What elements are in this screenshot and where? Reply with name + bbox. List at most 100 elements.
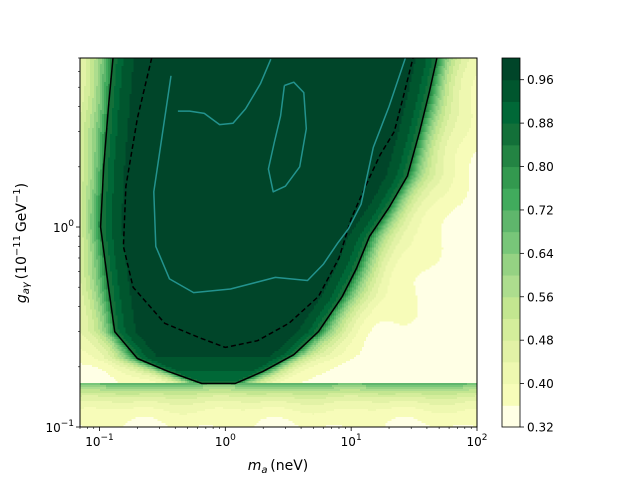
contour-cell	[101, 207, 107, 211]
contour-cell	[473, 83, 477, 87]
contour-cell	[99, 81, 103, 85]
contour-cell	[127, 119, 403, 123]
contour-cell	[369, 291, 379, 294]
contour-cell	[369, 259, 373, 263]
contour-cell	[441, 229, 477, 233]
contour-cell	[117, 279, 129, 282]
contour-cell	[276, 367, 280, 370]
contour-cell	[451, 61, 456, 65]
contour-cell	[320, 339, 325, 342]
contour-cell	[417, 315, 477, 318]
contour-cell	[453, 209, 477, 213]
contour-cell	[103, 303, 107, 306]
contour-cell	[379, 259, 385, 263]
contour-cell	[423, 173, 430, 177]
contour-cell	[359, 307, 367, 310]
contour-cell	[433, 137, 438, 141]
colorbar-swatch	[502, 231, 520, 254]
contour-cell	[109, 319, 113, 322]
contour-cell	[445, 93, 450, 97]
contour-cell	[389, 165, 401, 169]
contour-cell	[403, 189, 407, 193]
contour-cell	[80, 371, 107, 374]
contour-cell	[81, 199, 87, 203]
contour-cell	[167, 377, 172, 380]
contour-cell	[417, 311, 477, 314]
contour-cell	[91, 167, 95, 171]
contour-cell	[101, 273, 105, 277]
contour-cell	[463, 73, 477, 77]
contour-cell	[445, 147, 458, 151]
contour-cell	[417, 97, 424, 101]
contour-cell	[133, 401, 159, 404]
contour-cell	[349, 255, 359, 259]
contour-cell	[93, 199, 97, 203]
contour-cell	[280, 347, 292, 350]
contour-cell	[328, 329, 331, 332]
contour-cell	[359, 259, 363, 263]
contour-cell	[80, 69, 87, 73]
contour-cell	[246, 379, 250, 382]
contour-cell	[385, 211, 389, 215]
contour-cell	[300, 403, 325, 406]
contour-cell	[435, 169, 444, 173]
contour-cell	[431, 113, 434, 117]
contour-cell	[80, 279, 87, 282]
contour-cell	[97, 203, 101, 207]
contour-cell	[387, 167, 401, 171]
contour-cell	[123, 58, 135, 61]
contour-cell	[387, 289, 417, 292]
contour-cell	[115, 309, 123, 312]
contour-cell	[113, 97, 121, 101]
contour-cell	[405, 103, 417, 107]
contour-cell	[80, 409, 164, 412]
contour-cell	[361, 231, 369, 235]
contour-cell	[431, 141, 436, 145]
contour-cell	[93, 85, 97, 89]
contour-cell	[355, 355, 477, 358]
contour-cell	[445, 129, 454, 133]
contour-cell	[403, 181, 407, 185]
contour-cell	[342, 315, 347, 318]
contour-cell	[107, 177, 115, 181]
contour-cell	[310, 353, 315, 356]
contour-cell	[377, 225, 381, 229]
contour-cell	[167, 425, 200, 427]
contour-cell	[435, 77, 438, 81]
contour-cell	[363, 263, 367, 267]
contour-cell	[425, 155, 430, 159]
contour-cell	[435, 91, 438, 95]
contour-cell	[471, 89, 477, 93]
contour-cell	[320, 335, 323, 338]
contour-cell	[85, 115, 91, 119]
contour-cell	[355, 257, 361, 261]
contour-cell	[103, 245, 109, 249]
contour-cell	[395, 207, 399, 211]
contour-cell	[365, 245, 369, 249]
contour-cell	[381, 209, 389, 213]
contour-cell	[103, 293, 107, 296]
contour-cell	[101, 155, 105, 159]
contour-cell	[353, 323, 363, 326]
contour-cell	[175, 369, 256, 372]
contour-cell	[99, 187, 103, 191]
contour-cell	[87, 171, 93, 175]
contour-cell	[80, 245, 85, 249]
contour-cell	[80, 127, 85, 131]
contour-cell	[419, 131, 423, 135]
contour-cell	[351, 267, 359, 271]
contour-cell	[413, 109, 421, 113]
contour-cell	[363, 345, 477, 348]
contour-cell	[107, 171, 115, 175]
contour-cell	[288, 367, 293, 370]
colorbar-swatch	[502, 275, 520, 298]
contour-cell	[338, 307, 341, 310]
contour-cell	[87, 101, 93, 105]
contour-cell	[87, 293, 93, 296]
contour-cell	[355, 281, 359, 284]
contour-cell	[449, 69, 454, 73]
contour-cell	[83, 273, 89, 277]
contour-cell	[401, 197, 405, 201]
contour-cell	[415, 233, 442, 237]
contour-cell	[81, 187, 87, 191]
